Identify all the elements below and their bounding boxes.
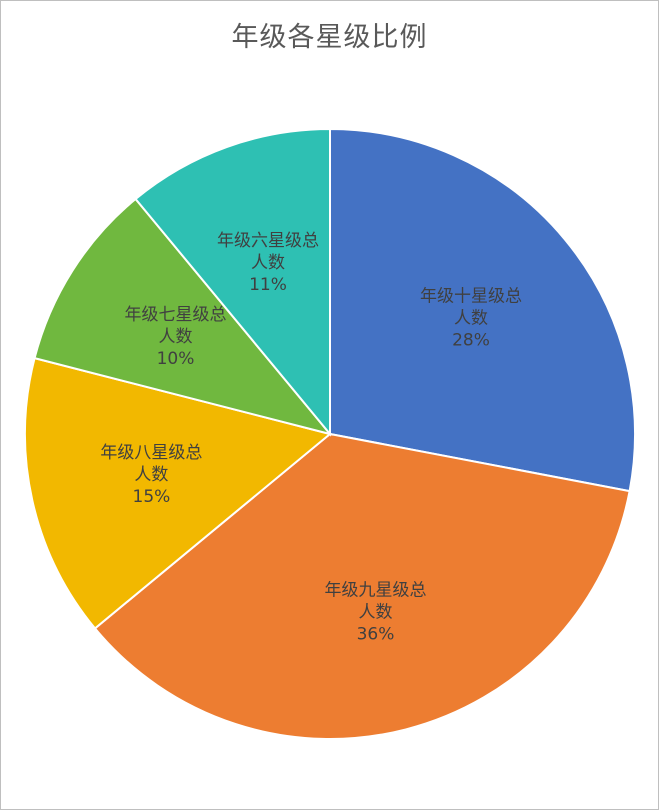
chart-title: 年级各星级比例: [231, 22, 428, 53]
slice-label-line: 36%: [357, 624, 395, 644]
slice-label-3: 年级八星级总人数 15%: [100, 443, 202, 507]
slice-label-line: 年级六星级总: [217, 231, 319, 251]
slice-label-line: 人数: [251, 253, 285, 273]
slice-label-line: 15%: [133, 487, 171, 507]
slice-label-line: 年级七星级总: [124, 305, 226, 325]
slice-label-line: 年级九星级总: [325, 580, 427, 600]
slice-label-4: 年级七星级总人数 10%: [124, 305, 226, 369]
slice-label-line: 年级八星级总: [100, 443, 202, 463]
slice-label-line: 11%: [249, 275, 287, 295]
slice-label-line: 人数: [359, 602, 393, 622]
slice-label-5: 年级六星级总人数 11%: [217, 231, 319, 295]
pie-slice-1: [329, 127, 636, 493]
slice-label-line: 年级十星级总: [420, 286, 522, 306]
slice-label-2: 年级九星级总人数 36%: [325, 580, 427, 644]
pie-slice-5: [134, 127, 331, 437]
pie-slice-3: [24, 356, 333, 630]
slice-label-line: 28%: [452, 330, 490, 350]
pie-slice-2: [93, 432, 631, 740]
slice-label-line: 人数: [158, 327, 192, 347]
pie-slice-4: [33, 197, 333, 436]
slice-label-line: 人数: [134, 465, 168, 485]
slice-label-line: 人数: [454, 308, 488, 328]
slice-label-1: 年级十星级总人数 28%: [420, 286, 522, 350]
slice-label-line: 10%: [157, 349, 195, 369]
